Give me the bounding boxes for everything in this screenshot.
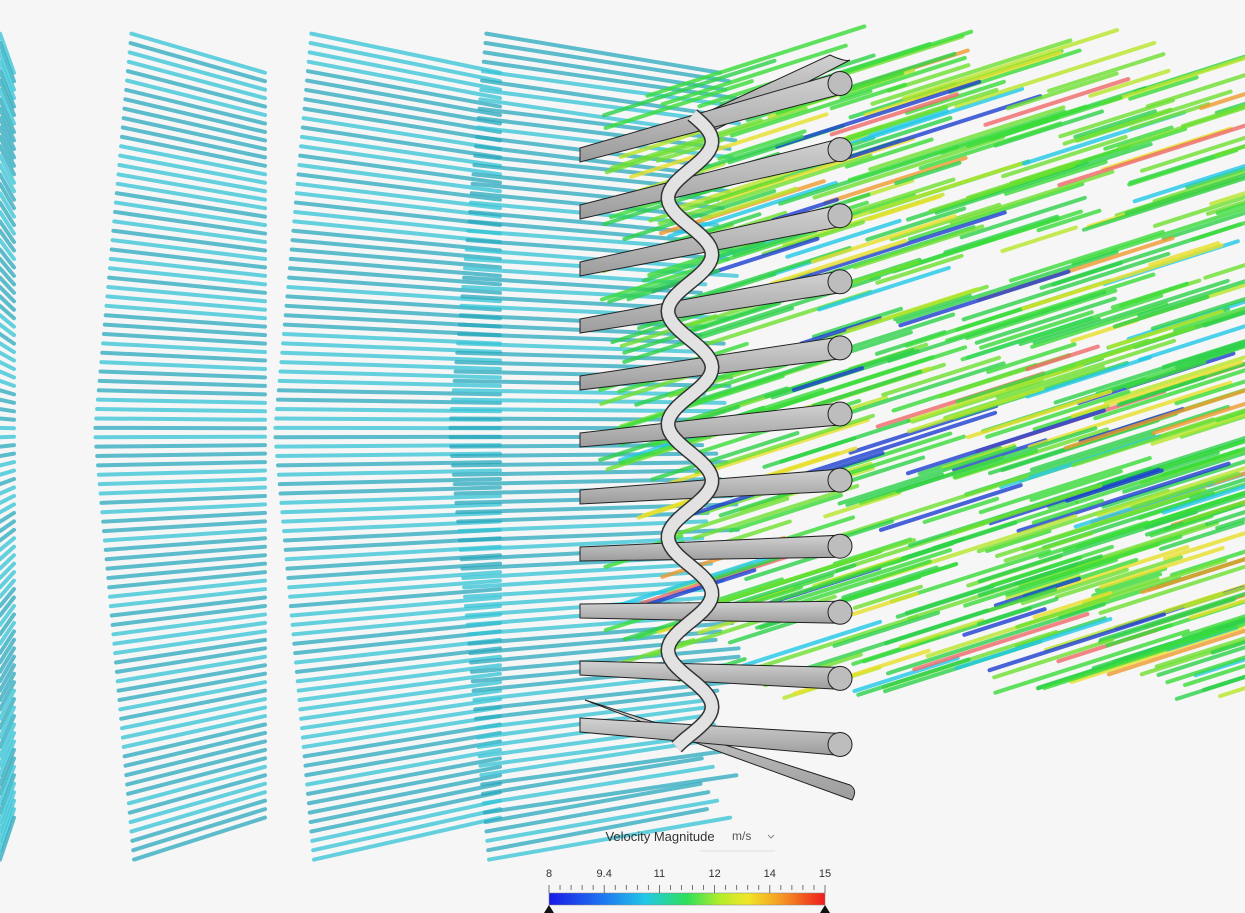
streamline	[1135, 45, 1245, 92]
streamline	[930, 165, 1073, 211]
streamline	[99, 390, 265, 394]
legend-tick-label: 11	[639, 868, 679, 880]
streamline	[306, 741, 500, 775]
streamline	[101, 487, 265, 493]
streamline	[0, 400, 14, 403]
streamline	[97, 454, 265, 456]
streamline	[305, 99, 500, 132]
streamline	[452, 454, 716, 456]
legend-tick-label: 8	[529, 868, 569, 880]
streamline	[0, 462, 14, 465]
streamline	[0, 353, 14, 361]
streamline	[103, 343, 265, 352]
streamline	[101, 362, 265, 369]
streamline	[126, 741, 265, 775]
blade-tip	[828, 402, 852, 426]
streamline	[125, 733, 265, 766]
streamline	[102, 504, 265, 512]
streamline	[97, 409, 265, 411]
blade	[580, 535, 840, 561]
streamline	[100, 381, 265, 386]
streamline	[96, 418, 265, 419]
legend-tick-label: 9.4	[584, 868, 624, 880]
streamline	[0, 445, 14, 446]
streamline	[0, 418, 14, 419]
streamline	[898, 252, 1117, 322]
streamline	[0, 479, 14, 484]
streamline	[974, 219, 1058, 246]
streamline	[794, 368, 862, 390]
streamline	[98, 400, 265, 403]
streamline	[101, 496, 265, 503]
streamline	[0, 390, 14, 394]
streamline	[900, 272, 1068, 326]
streamline	[99, 471, 265, 475]
blade-tip	[828, 138, 852, 162]
blade-tip	[828, 600, 852, 624]
streamline	[310, 52, 500, 89]
streamline	[0, 437, 14, 438]
streamline	[101, 372, 265, 378]
streamline	[112, 598, 265, 616]
legend-tick-label: 15	[805, 868, 845, 880]
colorbar	[549, 893, 825, 905]
streamline	[102, 353, 265, 361]
streamline	[126, 90, 265, 124]
streamline	[113, 240, 265, 259]
streamline	[98, 462, 265, 465]
page: {"legend": {"title": "Velocity Magnitude…	[0, 0, 1245, 913]
blade-tip	[828, 666, 852, 690]
blade-tip	[828, 336, 852, 360]
range-handle[interactable]	[544, 905, 830, 913]
viewport[interactable]	[0, 0, 1245, 913]
blade-tip	[828, 204, 852, 228]
streamline	[0, 504, 14, 512]
streamline	[306, 90, 500, 124]
streamline	[0, 454, 14, 456]
streamline	[96, 445, 265, 446]
streamline	[0, 409, 14, 411]
streamline	[112, 250, 265, 268]
streamline	[814, 309, 901, 337]
legend-tick-label: 12	[695, 868, 735, 880]
legend-tick-label: 14	[750, 868, 790, 880]
streamline	[111, 589, 265, 606]
streamline	[0, 487, 14, 493]
streamline	[130, 52, 265, 89]
streamline	[100, 479, 265, 484]
streamline	[1150, 243, 1218, 265]
streamline	[95, 437, 265, 438]
streamline	[111, 259, 265, 276]
streamline	[305, 733, 500, 766]
streamline	[0, 496, 14, 503]
streamline	[0, 362, 14, 369]
blade-tip	[828, 468, 852, 492]
blade-tip	[828, 733, 852, 757]
blade-tip	[828, 72, 852, 96]
streamline	[0, 513, 14, 522]
legend-title: Velocity Magnitude	[560, 829, 760, 844]
unit-dropdown-icon[interactable]	[768, 835, 774, 838]
streamline	[0, 372, 14, 378]
streamline	[103, 513, 265, 522]
blade-tip	[828, 270, 852, 294]
legend-unit[interactable]: m/s	[732, 829, 751, 843]
streamline	[0, 381, 14, 386]
streamline	[0, 471, 14, 475]
streamline	[0, 343, 14, 352]
blade-tip	[828, 534, 852, 558]
